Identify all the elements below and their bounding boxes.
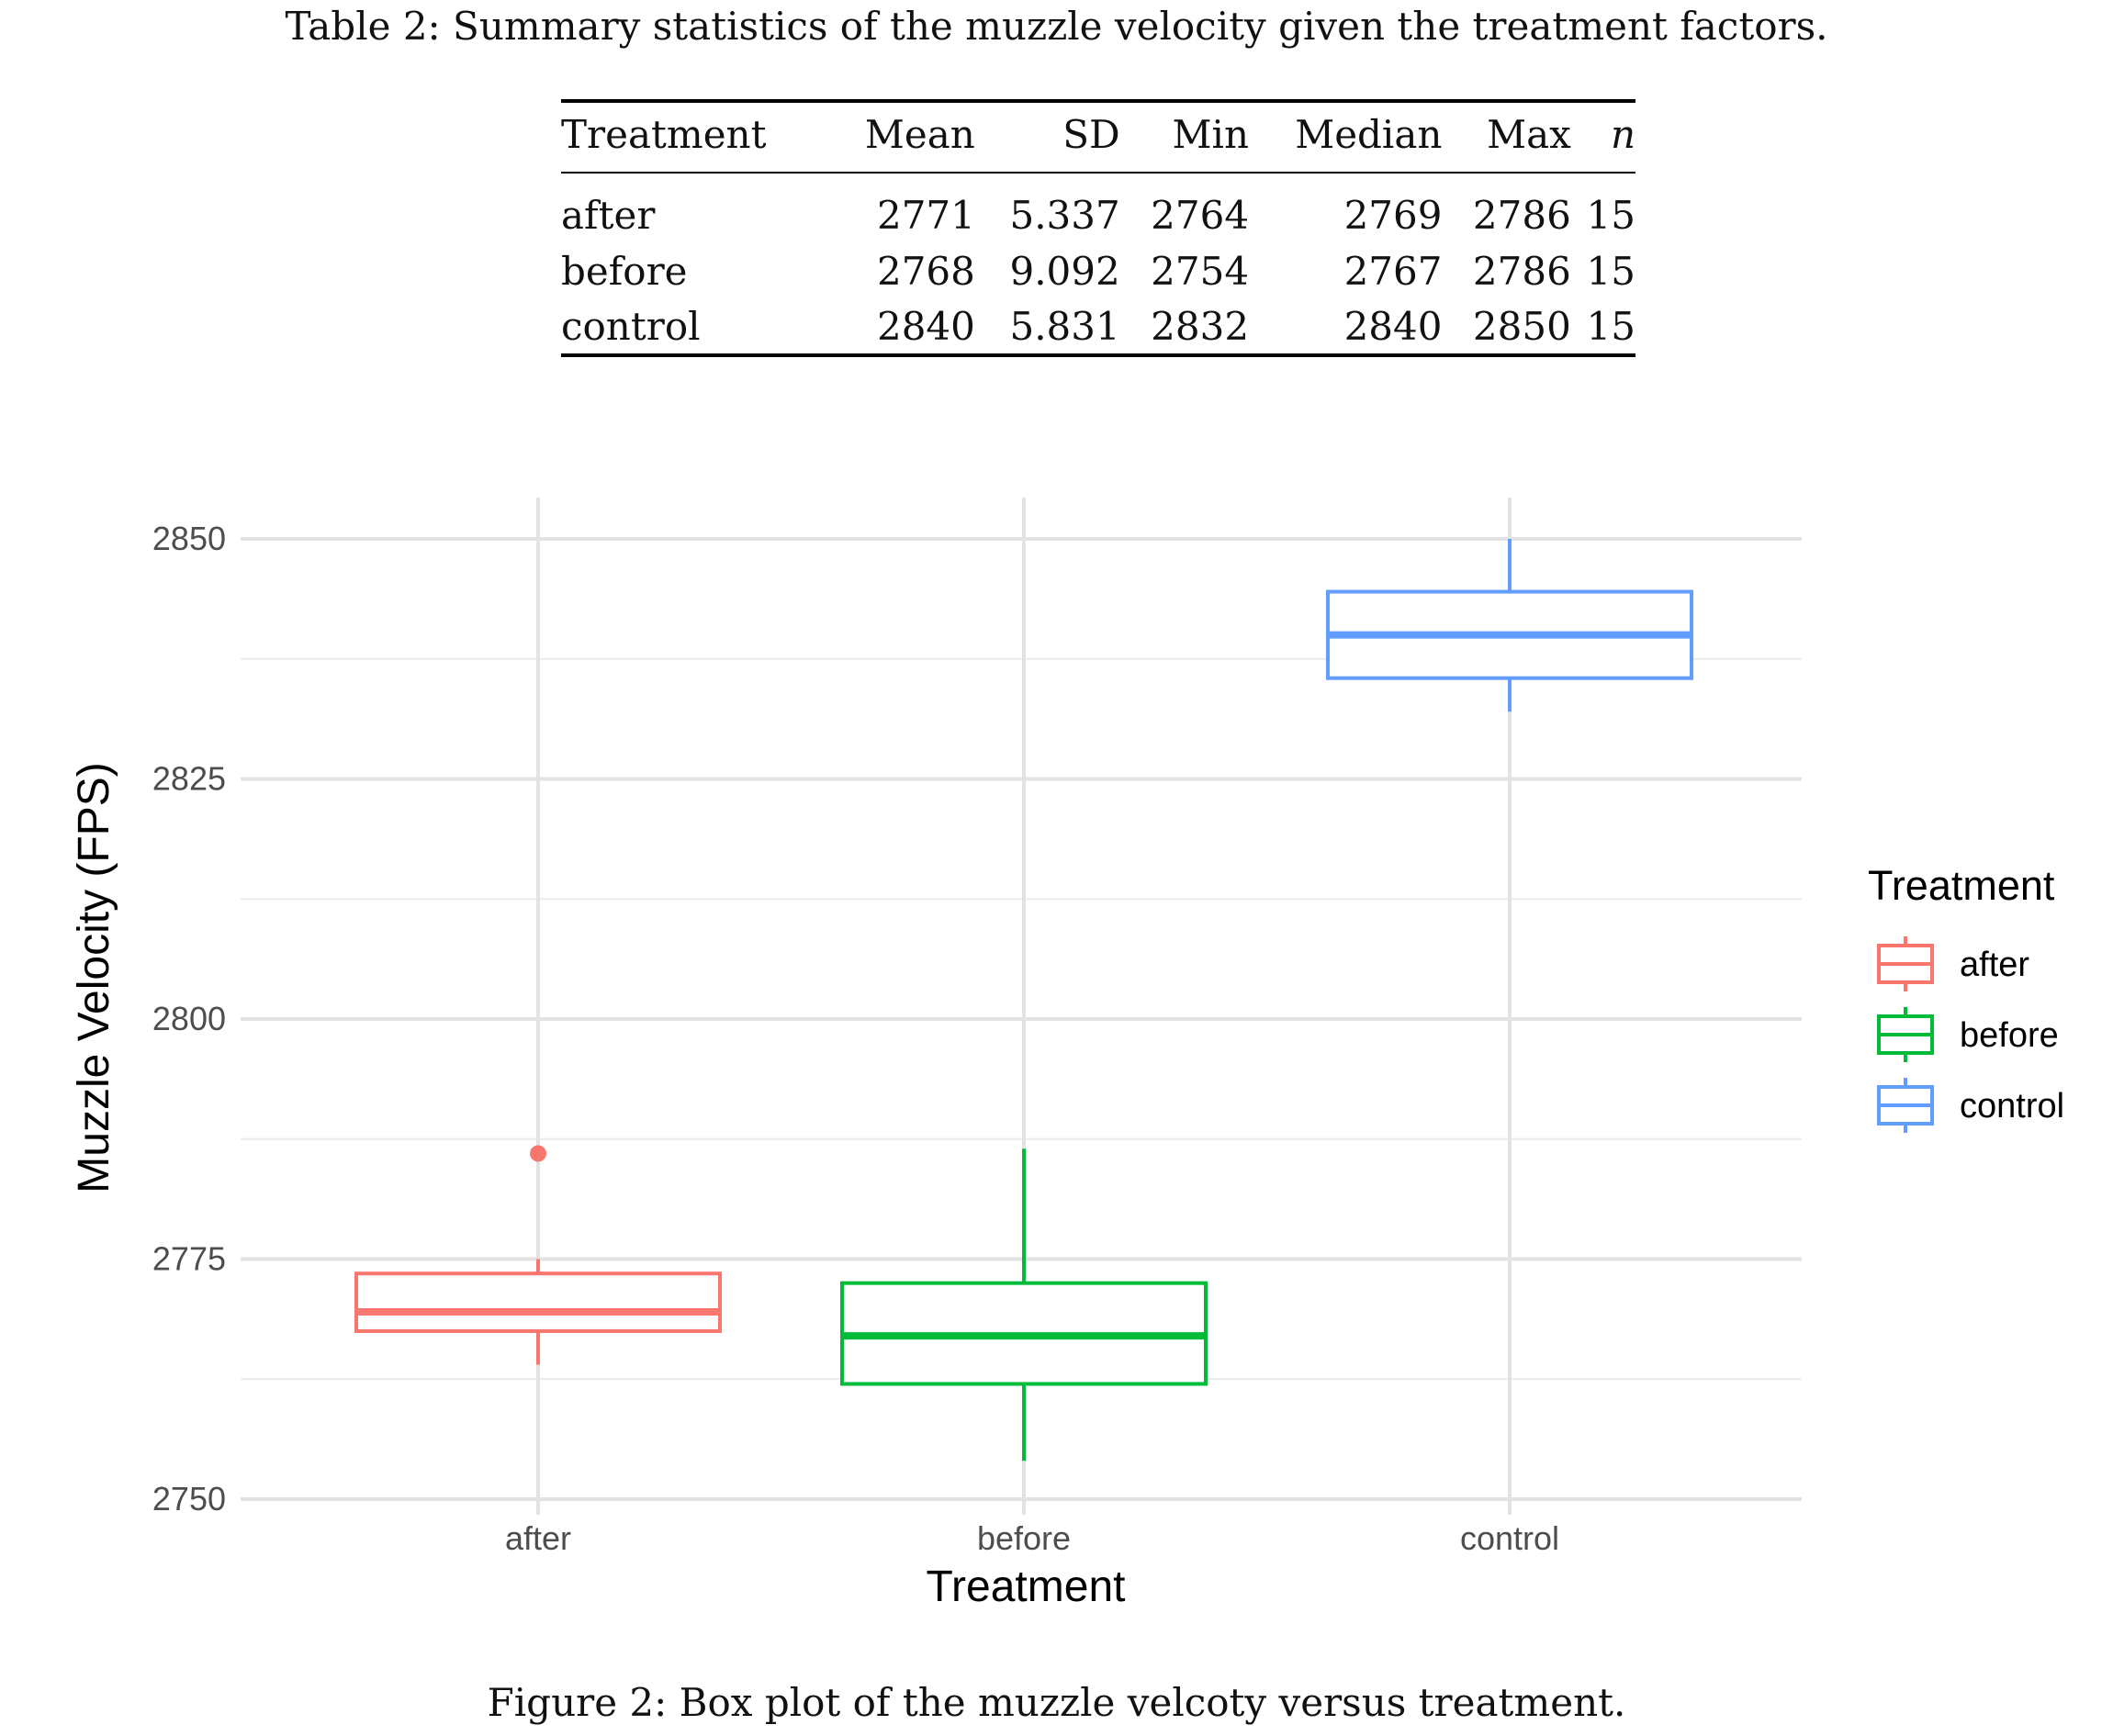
summary-table-container: Treatment Mean SD Min Median Max n after… <box>561 99 1635 357</box>
table-header-row: Treatment Mean SD Min Median Max n <box>561 101 1635 173</box>
table-cell: 2786 <box>1472 192 1571 238</box>
box-plot-chart: 2750 2775 2800 2825 2850 after before control M… <box>70 498 2064 1611</box>
table-row: control 2840 5.831 2832 2840 2850 15 <box>561 298 1635 355</box>
table-cell: before <box>561 248 688 294</box>
box-layer <box>354 539 1693 1462</box>
table-cell: 2769 <box>1343 192 1443 238</box>
figure-caption: Figure 2: Box plot of the muzzle velcoty… <box>487 1680 1626 1725</box>
table-cell: 15 <box>1586 303 1635 349</box>
table-cell: control <box>561 303 701 349</box>
table-cell: 2771 <box>876 192 975 238</box>
y-tick-label: 2775 <box>152 1240 226 1278</box>
box-after <box>354 1145 722 1365</box>
column-header-n: n <box>1610 112 1635 157</box>
column-header-mean: Mean <box>864 112 975 157</box>
table-cell: 5.337 <box>1009 192 1120 238</box>
box-control <box>1326 539 1693 712</box>
table-cell: 5.831 <box>1009 303 1120 349</box>
table-row: after 2771 5.337 2764 2769 2786 15 <box>561 173 1635 243</box>
summary-statistics-table: Treatment Mean SD Min Median Max n after… <box>561 99 1635 357</box>
x-tick-label: control <box>1460 1519 1559 1557</box>
y-tick-label: 2750 <box>152 1480 226 1518</box>
legend-label: control <box>1960 1087 2064 1126</box>
box-before <box>840 1148 1208 1462</box>
column-header-treatment: Treatment <box>561 112 767 157</box>
legend-entry-control: control <box>1877 1078 2064 1133</box>
y-tick-label: 2800 <box>152 1000 226 1037</box>
legend-label: before <box>1960 1016 2059 1055</box>
y-axis-label: Muzzle Velocity (FPS) <box>70 762 118 1193</box>
table-cell: 2768 <box>876 248 975 294</box>
table-cell: 2840 <box>1343 303 1443 349</box>
table-cell: 2832 <box>1151 303 1250 349</box>
x-tick-label: before <box>977 1519 1071 1557</box>
legend-title: Treatment <box>1868 862 2055 909</box>
table-cell: 2786 <box>1472 248 1571 294</box>
y-tick-label: 2850 <box>152 520 226 557</box>
legend-entry-after: after <box>1877 936 2029 991</box>
x-tick-label: after <box>505 1519 571 1557</box>
outlier-point <box>530 1145 546 1162</box>
table-cell: after <box>561 192 656 238</box>
column-header-median: Median <box>1295 112 1443 157</box>
column-header-max: Max <box>1487 112 1571 157</box>
table-cell: 15 <box>1586 192 1635 238</box>
x-axis-label: Treatment <box>927 1562 1126 1611</box>
y-tick-label: 2825 <box>152 760 226 798</box>
column-header-sd: SD <box>1062 112 1120 157</box>
box-body <box>354 1271 722 1333</box>
axes: 2750 2775 2800 2825 2850 after before control <box>152 520 1559 1557</box>
table-cell: 2754 <box>1151 248 1250 294</box>
table-row: before 2768 9.092 2754 2767 2786 15 <box>561 243 1635 298</box>
legend: Treatment after before control <box>1868 862 2064 1133</box>
table-caption: Table 2: Summary statistics of the muzzl… <box>285 4 1828 49</box>
legend-entry-before: before <box>1877 1007 2059 1062</box>
table-cell: 2840 <box>876 303 975 349</box>
table-cell: 2764 <box>1151 192 1250 238</box>
table-cell: 15 <box>1586 248 1635 294</box>
table-cell: 2767 <box>1343 248 1443 294</box>
table-cell: 9.092 <box>1009 248 1120 294</box>
column-header-min: Min <box>1172 112 1250 157</box>
legend-label: after <box>1960 946 2029 984</box>
table-cell: 2850 <box>1472 303 1571 349</box>
